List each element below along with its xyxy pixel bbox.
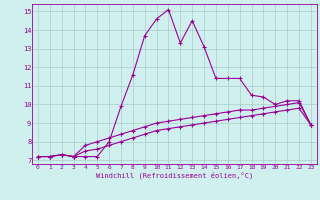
X-axis label: Windchill (Refroidissement éolien,°C): Windchill (Refroidissement éolien,°C) [96, 171, 253, 179]
